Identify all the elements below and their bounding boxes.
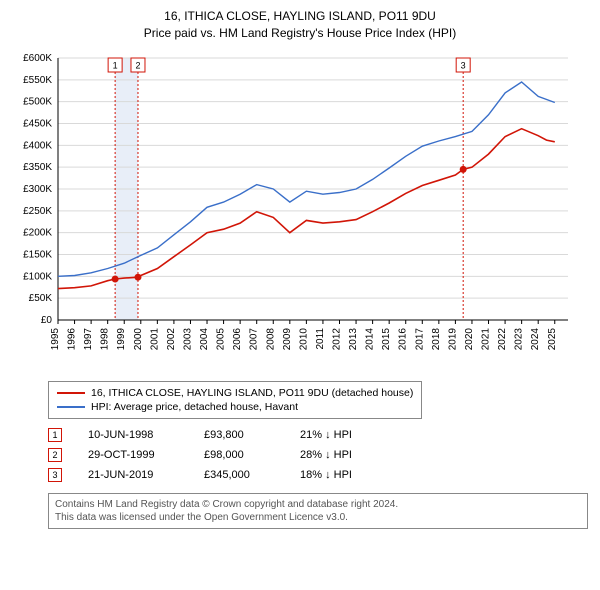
- legend-label: HPI: Average price, detached house, Hava…: [91, 401, 298, 413]
- svg-text:£250K: £250K: [23, 205, 52, 216]
- svg-text:£100K: £100K: [23, 271, 52, 282]
- svg-text:2009: 2009: [282, 327, 293, 350]
- svg-text:2017: 2017: [414, 327, 425, 350]
- line-chart-svg: £0 £50K £100K £150K £200K £250K £300K £350K £400…: [10, 48, 570, 368]
- svg-text:2001: 2001: [149, 327, 160, 350]
- svg-text:2020: 2020: [464, 327, 475, 350]
- legend-swatch: [57, 392, 85, 394]
- svg-text:£600K: £600K: [23, 53, 52, 64]
- svg-text:2021: 2021: [481, 327, 492, 350]
- svg-text:2002: 2002: [166, 327, 177, 350]
- svg-text:2016: 2016: [398, 327, 409, 350]
- attribution-line1: Contains HM Land Registry data © Crown c…: [55, 498, 581, 511]
- svg-text:2008: 2008: [265, 327, 276, 350]
- legend-swatch: [57, 406, 85, 408]
- legend-box: 16, ITHICA CLOSE, HAYLING ISLAND, PO11 9…: [48, 381, 422, 419]
- marker-price: £98,000: [204, 449, 274, 461]
- svg-text:2005: 2005: [216, 327, 227, 350]
- svg-text:2: 2: [135, 60, 140, 70]
- svg-text:£450K: £450K: [23, 118, 52, 129]
- svg-text:1999: 1999: [116, 327, 127, 350]
- svg-text:2024: 2024: [530, 327, 541, 350]
- marker-table: 1 10-JUN-1998 £93,800 21% ↓ HPI 2 29-OCT-1999…: [48, 425, 590, 485]
- chart-area: £0 £50K £100K £150K £200K £250K £300K £350K £400…: [10, 48, 590, 373]
- legend-row: HPI: Average price, detached house, Hava…: [57, 400, 413, 414]
- svg-text:2003: 2003: [182, 327, 193, 350]
- marker-diff: 18% ↓ HPI: [300, 469, 390, 481]
- marker-price: £93,800: [204, 429, 274, 441]
- marker-date: 21-JUN-2019: [88, 469, 178, 481]
- svg-text:2013: 2013: [348, 327, 359, 350]
- marker-row: 1 10-JUN-1998 £93,800 21% ↓ HPI: [48, 425, 590, 445]
- svg-text:2004: 2004: [199, 327, 210, 350]
- svg-text:2022: 2022: [497, 327, 508, 350]
- marker-price: £345,000: [204, 469, 274, 481]
- marker-number-box: 1: [48, 428, 62, 442]
- svg-text:1998: 1998: [100, 327, 111, 350]
- attribution-line2: This data was licensed under the Open Go…: [55, 511, 581, 524]
- svg-text:£350K: £350K: [23, 162, 52, 173]
- svg-text:2025: 2025: [547, 327, 558, 350]
- svg-text:2019: 2019: [447, 327, 458, 350]
- marker-diff: 21% ↓ HPI: [300, 429, 390, 441]
- marker-row: 2 29-OCT-1999 £98,000 28% ↓ HPI: [48, 445, 590, 465]
- attribution-box: Contains HM Land Registry data © Crown c…: [48, 493, 588, 529]
- svg-text:1995: 1995: [50, 327, 61, 350]
- svg-text:2000: 2000: [133, 327, 144, 350]
- svg-text:1997: 1997: [83, 327, 94, 350]
- marker-row: 3 21-JUN-2019 £345,000 18% ↓ HPI: [48, 465, 590, 485]
- svg-text:£400K: £400K: [23, 140, 52, 151]
- marker-date: 29-OCT-1999: [88, 449, 178, 461]
- svg-text:£0: £0: [41, 315, 53, 326]
- svg-text:2012: 2012: [331, 327, 342, 350]
- chart-title-line1: 16, ITHICA CLOSE, HAYLING ISLAND, PO11 9…: [10, 8, 590, 25]
- marker-diff: 28% ↓ HPI: [300, 449, 390, 461]
- chart-title-line2: Price paid vs. HM Land Registry's House …: [10, 25, 590, 42]
- marker-number-box: 3: [48, 468, 62, 482]
- svg-text:2006: 2006: [232, 327, 243, 350]
- marker-date: 10-JUN-1998: [88, 429, 178, 441]
- svg-text:£300K: £300K: [23, 184, 52, 195]
- svg-text:2007: 2007: [249, 327, 260, 350]
- svg-text:2018: 2018: [431, 327, 442, 350]
- svg-text:£500K: £500K: [23, 96, 52, 107]
- svg-text:£150K: £150K: [23, 249, 52, 260]
- svg-text:2014: 2014: [365, 327, 376, 350]
- svg-text:3: 3: [461, 60, 466, 70]
- svg-text:2023: 2023: [514, 327, 525, 350]
- svg-text:2010: 2010: [298, 327, 309, 350]
- svg-text:£50K: £50K: [29, 293, 53, 304]
- legend-label: 16, ITHICA CLOSE, HAYLING ISLAND, PO11 9…: [91, 387, 413, 399]
- svg-text:2011: 2011: [315, 327, 326, 349]
- legend-row: 16, ITHICA CLOSE, HAYLING ISLAND, PO11 9…: [57, 386, 413, 400]
- svg-text:£550K: £550K: [23, 74, 52, 85]
- marker-number-box: 2: [48, 448, 62, 462]
- svg-text:1: 1: [113, 60, 118, 70]
- svg-text:2015: 2015: [381, 327, 392, 350]
- svg-text:£200K: £200K: [23, 227, 52, 238]
- svg-text:1996: 1996: [67, 327, 78, 350]
